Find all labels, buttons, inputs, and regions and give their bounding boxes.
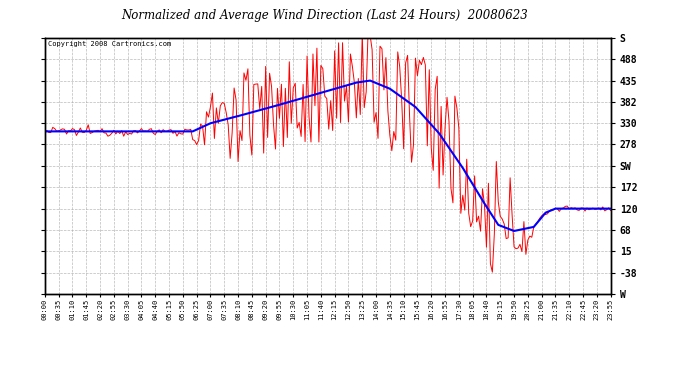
Text: Normalized and Average Wind Direction (Last 24 Hours)  20080623: Normalized and Average Wind Direction (L… — [121, 9, 528, 22]
Text: Copyright 2008 Cartronics.com: Copyright 2008 Cartronics.com — [48, 41, 171, 47]
